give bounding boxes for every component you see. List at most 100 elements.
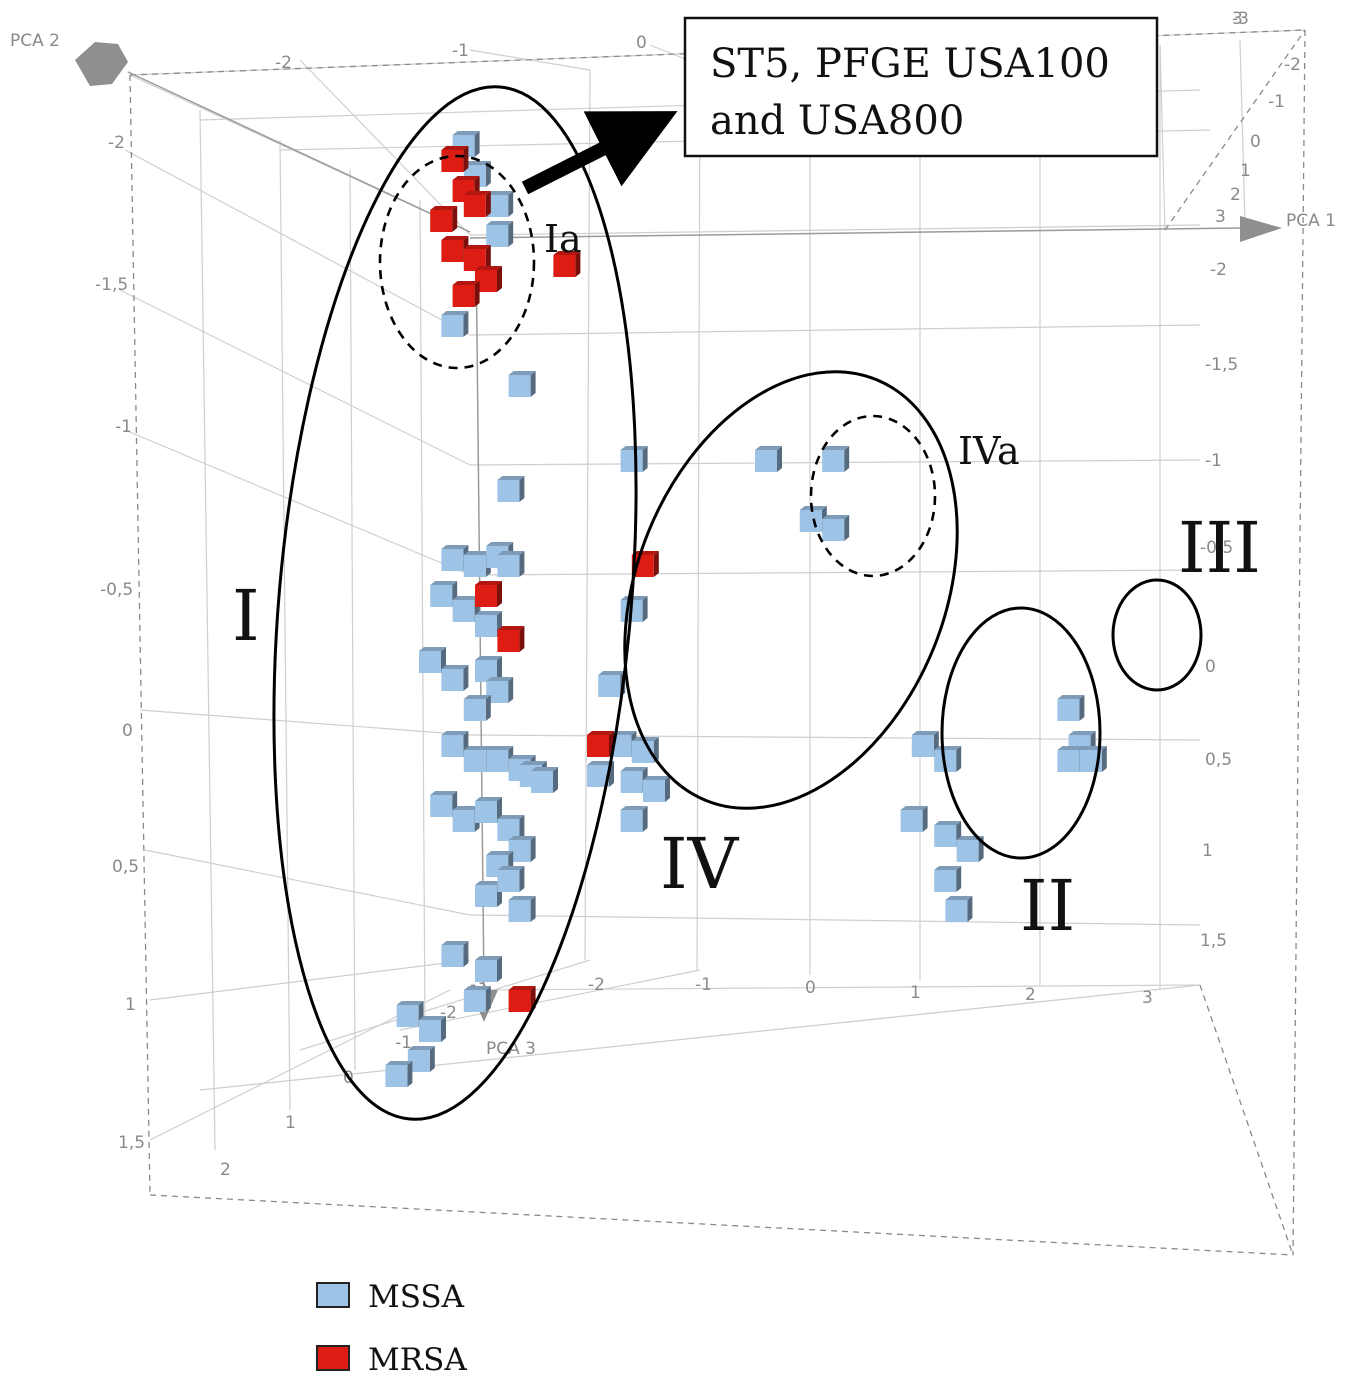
point-face [911,735,934,757]
tick-label: 0,5 [112,857,139,877]
tick-labels: -3 -2 -1 0 1 2 3-2-1,5-1-0,500,511,5-2-1,5-1-0… [95,9,1301,1180]
point-face [620,771,643,793]
tick-label: 3 [1142,988,1153,1008]
point-face [508,900,531,922]
point-top [452,596,480,600]
mrsa-point [463,245,491,271]
mssa-point [441,941,469,967]
point-face [475,270,497,292]
point-face [508,375,531,397]
mrsa-point [430,206,458,232]
point-side [519,815,525,841]
point-top [1057,746,1085,750]
mrsa-point [587,731,614,757]
mssa-point [620,806,648,832]
point-top [463,746,491,750]
axis-label-pca2: PCA 2 [10,31,60,51]
point-face [463,990,486,1012]
point-side [508,221,514,247]
point-face [475,615,497,637]
point-face [430,585,453,607]
point-top [900,806,928,810]
point-top [430,791,458,795]
point-face [486,681,509,703]
point-face [475,660,497,682]
pca2-axis-marker-icon [75,42,128,86]
tick-label: -1 [452,41,469,61]
point-face [475,960,497,982]
point-top [508,836,536,840]
mssa-point [620,596,648,622]
mssa-point [463,986,491,1012]
point-top [598,671,626,675]
point-side [407,1061,413,1087]
grid-line [299,959,591,1051]
point-side [844,515,850,541]
point-face [463,195,486,217]
tick-label: -1 [115,417,132,437]
point-face [463,249,486,271]
point-top [452,176,480,180]
legend-swatch-mrsa [316,1345,350,1371]
point-top [620,806,648,810]
mssa-point [419,1016,446,1042]
point-top [486,851,514,855]
cluster-label-Ia: Ia [544,217,582,261]
point-top [441,311,469,315]
point-side [530,836,536,862]
point-face [475,885,497,907]
tick-label: 0 [636,33,647,53]
point-face [486,225,509,247]
point-face [934,825,957,847]
tick-label: 2 [1230,185,1241,205]
grid-line [419,199,426,1031]
point-side [642,596,648,622]
tick-label: -3 [1232,9,1249,29]
point-side [665,776,670,802]
point-top [452,281,480,285]
cluster-III-outline [1111,578,1203,692]
mrsa-point [463,191,491,217]
tick-label: -2 [1210,260,1227,280]
grid-line [1239,39,1246,226]
tick-label: -2 [1284,55,1301,75]
point-side [1101,746,1107,772]
point-top [934,866,962,870]
pca1-axis-line [469,227,1241,239]
point-face [441,150,464,172]
tick-label: 0 [805,978,816,998]
tick-label: 3 [1215,207,1226,227]
point-side [463,146,469,172]
point-side [463,941,469,967]
tick-label: -1 [395,1033,412,1053]
point-top [475,266,502,270]
point-side [519,626,525,652]
legend-label-mrsa: MRSA [368,1342,467,1374]
mssa-point [441,311,469,337]
callout-arrow [521,111,678,195]
point-face [934,870,957,892]
point-top [463,161,491,165]
point-side [485,161,491,187]
cluster-label-III: III [1178,507,1261,589]
callout-box [683,16,1159,158]
mssa-point [486,191,514,217]
point-top [934,746,962,750]
mssa-point [486,221,514,247]
mssa-point [934,866,962,892]
mssa-point [900,806,928,832]
tick-label: -2 [275,53,292,73]
point-face [598,675,621,697]
data-points [385,131,1107,1087]
point-side [474,281,480,307]
mrsa-point [497,626,525,652]
cluster-I-outline [272,85,638,1121]
grid-line [469,914,1201,926]
tick-label: 1 [285,1113,296,1133]
mssa-point [643,776,670,802]
mssa-point [508,371,536,397]
tick-label: -1,5 [95,275,128,295]
point-face [385,1065,408,1087]
point-side [441,1016,446,1042]
point-top [419,1016,446,1020]
